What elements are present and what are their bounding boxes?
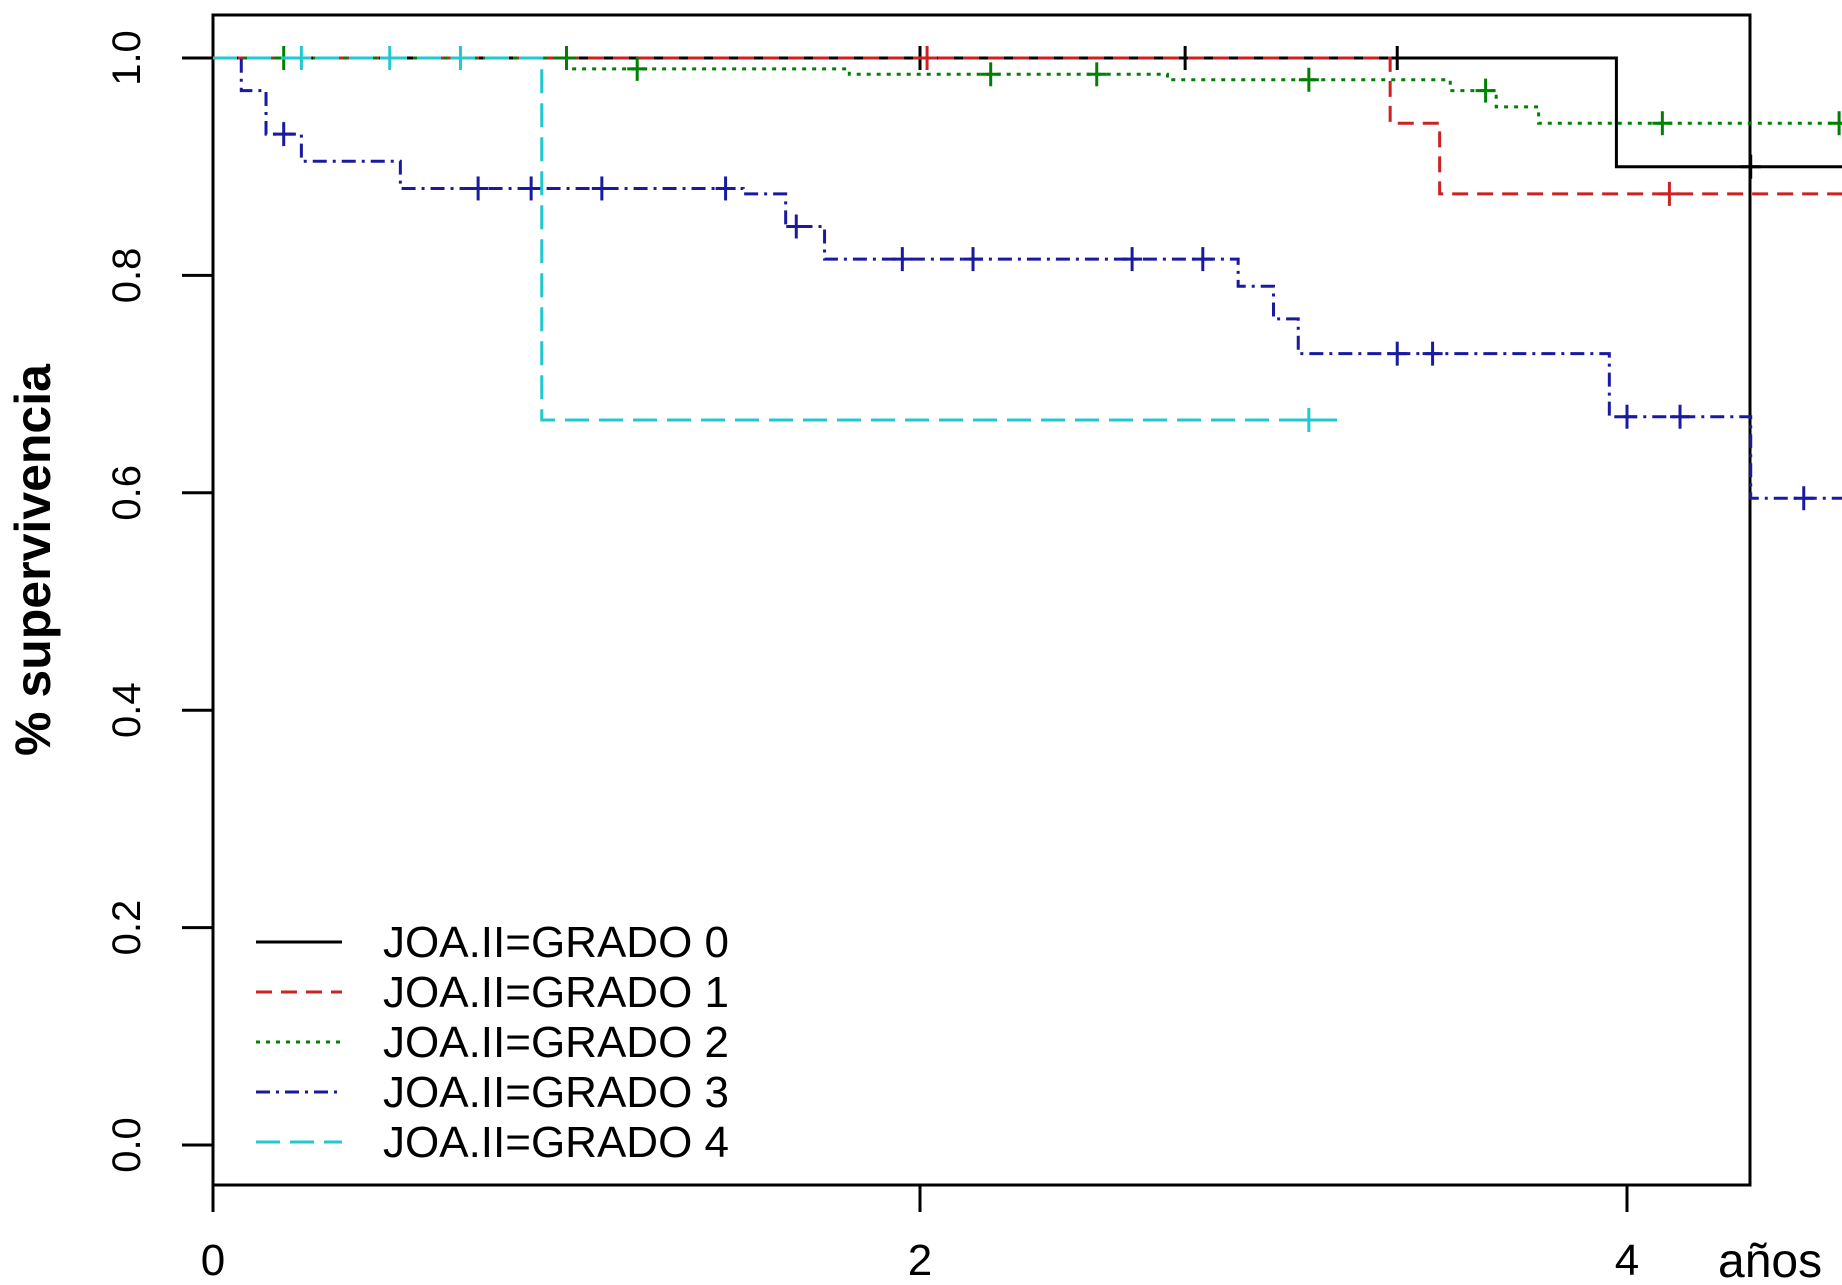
y-tick-label: 0.4 [105,682,149,738]
y-tick-label: 0.6 [105,465,149,521]
legend-label-grado-2: JOA.II=GRADO 2 [383,1018,729,1067]
x-tick-label: 2 [908,1236,932,1285]
series-grado-1 [213,46,1842,206]
series-line-grado-0 [213,56,1842,169]
legend-label-grado-1: JOA.II=GRADO 1 [383,968,729,1017]
y-tick-label: 0.0 [105,1117,149,1173]
plot-frame [211,13,1752,1187]
series-line-grado-3 [213,56,1842,500]
x-axis: 02468 [201,1185,1639,1285]
legend-label-grado-3: JOA.II=GRADO 3 [383,1068,729,1117]
y-tick-label: 0.8 [105,248,149,304]
y-tick-label: 1.0 [105,30,149,86]
series-grado-4 [213,46,1345,432]
series-grado-2 [213,46,1842,136]
series-grado-3 [213,56,1842,511]
series-line-grado-2 [213,56,1842,125]
x-tick-label: 0 [201,1236,225,1285]
series-line-grado-4 [213,56,1345,422]
x-tick-label: 4 [1615,1236,1639,1285]
y-axis: 0.0 0.2 0.4 0.6 0.8 1.0 [105,30,213,1173]
y-tick-label: 0.2 [105,900,149,956]
series-line-grado-1 [213,56,1842,196]
legend-label-grado-4: JOA.II=GRADO 4 [383,1118,729,1167]
legend-label-grado-0: JOA.II=GRADO 0 [383,918,729,967]
series-layer [213,46,1842,511]
x-axis-title: años [1718,1235,1822,1285]
series-grado-0 [213,46,1842,179]
y-axis-title: % supervivencia [5,363,61,756]
